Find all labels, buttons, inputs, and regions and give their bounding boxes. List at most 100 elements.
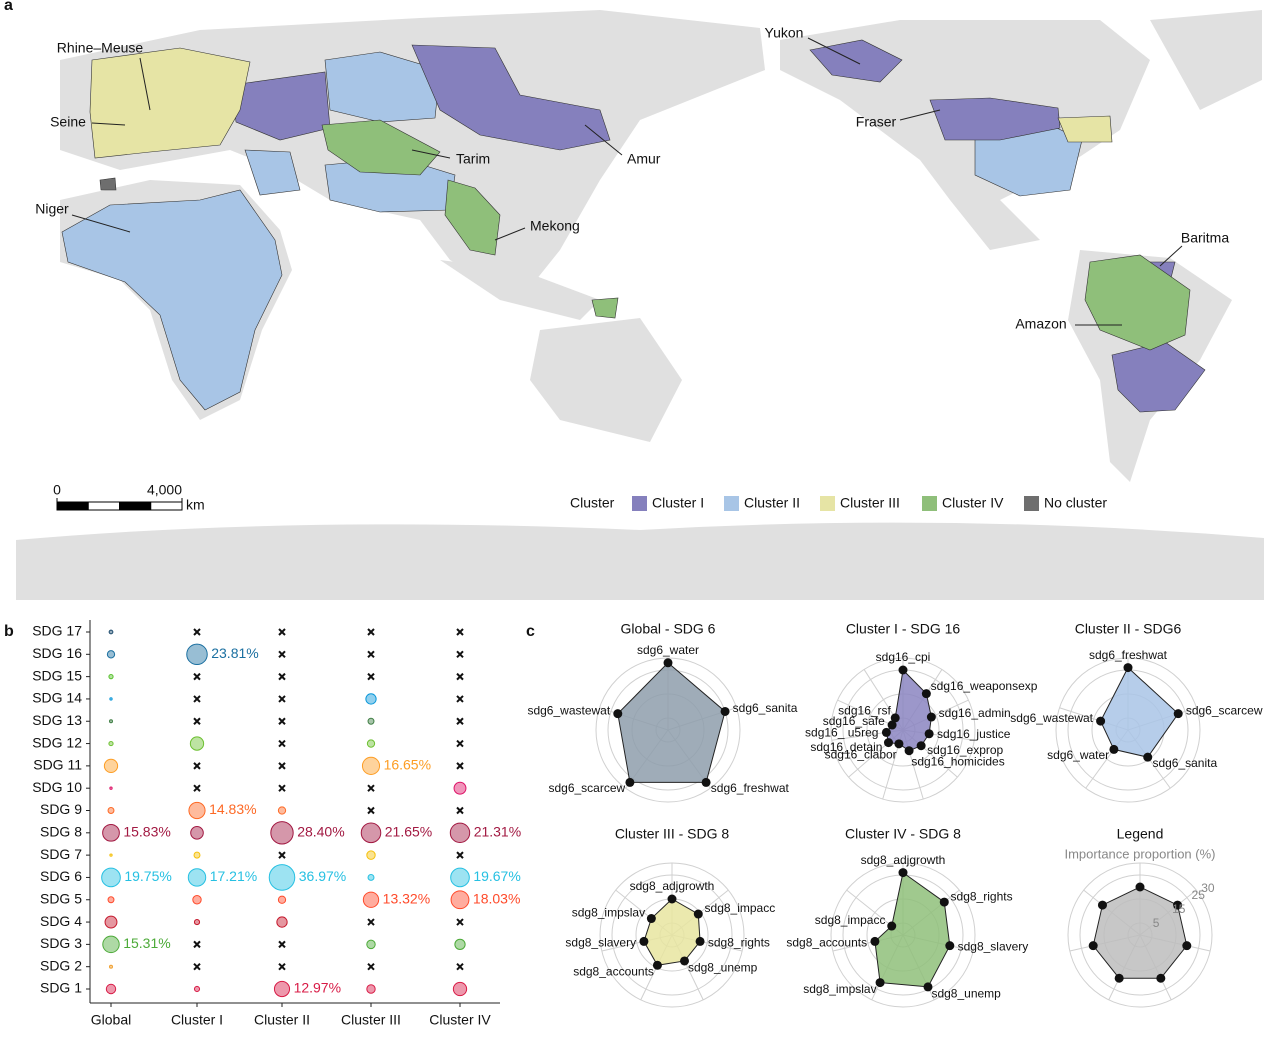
- y-tick-label: SDG 3: [40, 935, 82, 951]
- bubble: [449, 822, 471, 844]
- axis-label: sdg8_rights: [708, 935, 770, 949]
- absent-mark: [278, 739, 286, 748]
- radar-point: [695, 936, 705, 946]
- axis-label: sdg16_admin: [939, 706, 1011, 720]
- map-label: Mekong: [530, 218, 580, 234]
- absent-mark: [367, 784, 375, 792]
- bubble: [362, 891, 380, 908]
- axis-label: sdg16_ u5reg: [805, 726, 878, 740]
- absent-mark: [193, 762, 201, 770]
- absent-mark: [278, 851, 286, 859]
- bubble: [361, 756, 381, 775]
- legend-swatch: [820, 496, 835, 511]
- r-tick-label: 15: [1172, 902, 1186, 916]
- bubble: [193, 851, 201, 859]
- absent-mark: [456, 650, 464, 659]
- radar-point: [1109, 744, 1119, 754]
- chart-title: Legend: [1117, 826, 1164, 842]
- map-label: Niger: [35, 201, 69, 217]
- absent-mark: [367, 628, 375, 636]
- radar-point: [921, 689, 931, 699]
- absent-mark: [193, 940, 201, 949]
- panel-b: SDG 1 SDG 2 SDG 3 SDG 4 SDG 5 SDG 6 SDG 7 SDG 8…: [32, 620, 521, 1028]
- y-tick-label: SDG 5: [40, 890, 82, 906]
- absent-mark: [456, 672, 464, 681]
- bubble: [190, 826, 204, 840]
- value-label: 15.83%: [123, 824, 170, 840]
- y-tick-label: SDG 13: [32, 712, 82, 728]
- absent-mark: [456, 806, 464, 815]
- y-tick-label: SDG 10: [32, 779, 82, 795]
- bubble: [102, 823, 120, 842]
- radar-point: [923, 982, 933, 992]
- scale-unit: km: [186, 497, 205, 513]
- y-tick-label: SDG 16: [32, 645, 82, 661]
- absent-mark: [278, 672, 286, 681]
- bubble: [193, 918, 201, 926]
- axis-label: sdg16_clabor: [825, 748, 897, 762]
- x-tick-label: Cluster IV: [429, 1012, 491, 1028]
- absent-mark: [193, 672, 201, 681]
- leader-line: [411, 149, 451, 159]
- radar-point: [881, 727, 891, 737]
- y-tick-label: SDG 14: [32, 690, 82, 706]
- bubble: [453, 781, 467, 795]
- radar-point: [1135, 882, 1145, 892]
- axis-label: sdg8_adjgrowth: [630, 879, 715, 893]
- axis-label: sdg6_wastewat: [527, 703, 610, 717]
- r-tick-label: 25: [1192, 888, 1206, 902]
- radar-area: [617, 662, 726, 783]
- bubble: [105, 983, 117, 995]
- radar-point: [916, 741, 926, 751]
- axis-label: sdg8_impslav: [572, 906, 645, 920]
- x-tick-label: Cluster III: [341, 1012, 401, 1028]
- radar-point: [720, 706, 730, 716]
- absent-mark: [367, 962, 375, 971]
- bubble: [366, 939, 376, 950]
- bubble: [360, 822, 382, 844]
- bubble: [366, 984, 376, 994]
- absent-mark: [367, 918, 375, 926]
- axis-label: sdg8_impacc: [705, 901, 776, 915]
- axis-label: sdg8_accounts: [786, 935, 867, 949]
- value-label: 12.97%: [294, 980, 341, 996]
- value-label: 16.65%: [384, 757, 431, 773]
- bubble: [454, 938, 466, 951]
- radar-point: [625, 777, 635, 787]
- radar-point: [1088, 941, 1098, 951]
- bubble: [273, 980, 291, 998]
- axis-label: sdg6_scarcew: [548, 781, 625, 795]
- chart-title: Global - SDG 6: [621, 621, 716, 637]
- basin: [411, 44, 611, 151]
- bubble: [106, 650, 116, 659]
- radar-point: [1173, 709, 1183, 719]
- axis-label: sdg6_sanita: [733, 701, 798, 715]
- axis-label: sdg6_freshwat: [711, 781, 790, 795]
- bubble: [108, 740, 114, 747]
- axis-label: sdg8_unemp: [931, 986, 1001, 1000]
- radar-point: [894, 739, 904, 749]
- map-label: Amur: [627, 151, 661, 167]
- x-tick-label: Cluster II: [254, 1012, 310, 1028]
- scale-label: 0: [53, 482, 61, 498]
- radar-point: [693, 909, 703, 919]
- bubble: [366, 739, 376, 748]
- radar-point: [898, 868, 908, 878]
- leader-line: [494, 227, 526, 241]
- radar-point: [1096, 716, 1106, 726]
- value-label: 19.67%: [473, 868, 520, 884]
- scale-segment: [56, 501, 89, 511]
- absent-mark: [456, 628, 464, 636]
- radar-area: [1100, 666, 1179, 758]
- bubble: [107, 896, 115, 904]
- axis-label: sdg16_homicides: [911, 755, 1004, 769]
- bubble: [186, 643, 208, 666]
- bubble: [450, 867, 470, 888]
- radar-point: [1143, 752, 1153, 762]
- radar-point: [926, 712, 936, 722]
- basin: [1084, 254, 1191, 351]
- radar-point: [939, 897, 949, 907]
- bubble: [103, 758, 119, 774]
- panel-c: sdg6_water sdg6_sanita sdg6_freshwat sdg6_s…: [527, 621, 1263, 1008]
- bubble: [187, 868, 207, 887]
